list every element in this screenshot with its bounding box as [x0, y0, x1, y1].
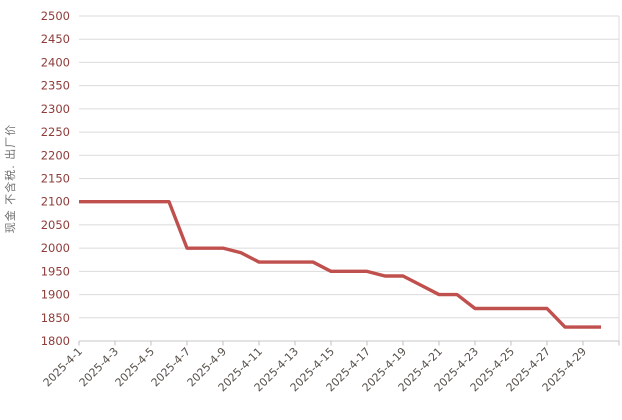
y-tick-label: 2200: [41, 148, 70, 162]
price-line: [79, 200, 601, 329]
y-tick-label: 1950: [41, 264, 70, 278]
y-tick-label: 2400: [41, 55, 70, 69]
y-tick-label: 2150: [41, 172, 70, 186]
y-tick-label: 2450: [41, 32, 70, 46]
axis-lines: [78, 16, 620, 346]
y-tick-label: 2100: [41, 195, 70, 209]
y-tick-label: 1800: [41, 334, 70, 348]
y-tick-label: 2250: [41, 125, 70, 139]
y-tick-label: 2000: [41, 241, 70, 255]
y-tick-label: 1900: [41, 288, 70, 302]
y-tick-label: 2050: [41, 218, 70, 232]
y-tick-label: 1850: [41, 311, 70, 325]
line-series: [79, 200, 601, 329]
y-tick-label: 2350: [41, 79, 70, 93]
y-axis-tick-labels: 1800 1850 1900 1950 2000 2050 2100 2150 2200 2250…: [41, 9, 70, 348]
y-tick-label: 2300: [41, 102, 70, 116]
x-axis-tick-labels: 2025-4-12025-4-32025-4-52025-4-72025-4-9…: [41, 345, 590, 394]
y-tick-label: 2500: [41, 9, 70, 23]
y-axis-title: 现金 不含税. 出厂价: [3, 124, 17, 234]
